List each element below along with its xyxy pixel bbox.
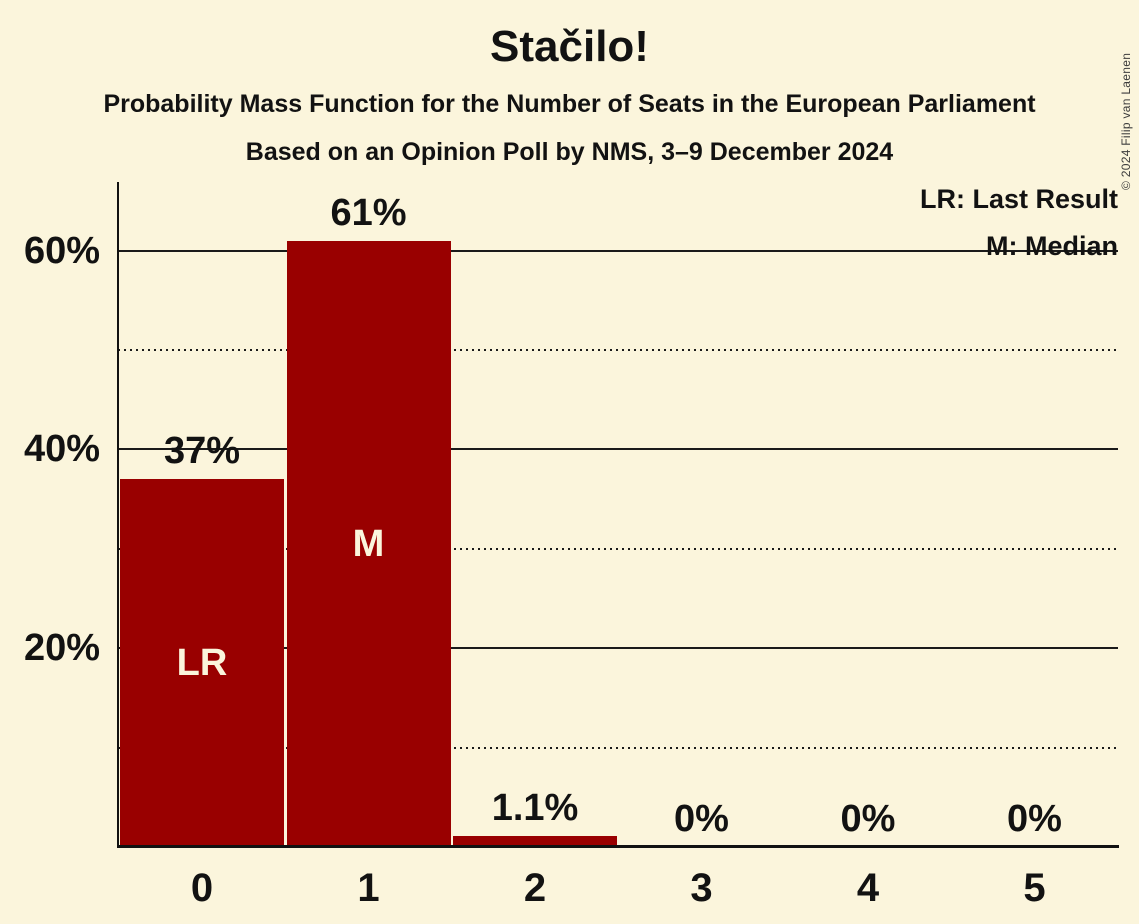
bar-value-label-5: 0% [1007, 798, 1062, 840]
bar-value-label-4: 0% [840, 798, 896, 840]
y-tick-label-60: 60% [23, 229, 100, 272]
bar-annotation-lr: LR [176, 642, 228, 685]
x-axis-line [117, 845, 1119, 848]
x-tick-label-0: 0 [190, 866, 214, 910]
bar-seats-2 [453, 836, 617, 847]
bar-annotation-m: M [352, 522, 385, 565]
bar-value-label-1: 61% [330, 191, 407, 234]
bar-seats-1 [286, 240, 451, 847]
x-tick-label-1: 1 [357, 866, 380, 910]
bar-seats-0 [120, 479, 284, 847]
legend-median: M: Median [986, 231, 1118, 261]
chart-subtitle: Probability Mass Function for the Number… [103, 90, 1036, 118]
y-tick-label-20: 20% [23, 627, 100, 670]
gridline-dotted-30 [118, 547, 1118, 550]
gridline-solid-40 [118, 448, 1118, 451]
gridline-solid-60 [118, 249, 1118, 252]
gridline-dotted-50 [118, 349, 1118, 351]
copyright-text: © 2024 Filip van Laenen [1119, 52, 1133, 190]
x-tick-label-5: 5 [1023, 866, 1046, 910]
bar-value-label-3: 0% [674, 798, 729, 840]
y-tick-label-40: 40% [23, 428, 100, 471]
chart-source-line: Based on an Opinion Poll by NMS, 3–9 Dec… [245, 138, 894, 166]
gridline-solid-20 [118, 647, 1118, 650]
chart-title: Stačilo! [490, 22, 649, 71]
legend-last-result: LR: Last Result [919, 184, 1118, 214]
y-axis-line [117, 182, 119, 848]
bar-value-label-0: 37% [163, 430, 241, 473]
x-tick-label-3: 3 [690, 866, 713, 910]
x-tick-label-4: 4 [856, 866, 880, 910]
bar-value-label-2: 1.1% [491, 787, 579, 830]
x-tick-label-2: 2 [523, 866, 547, 910]
gridline-dotted-10 [118, 746, 1118, 749]
